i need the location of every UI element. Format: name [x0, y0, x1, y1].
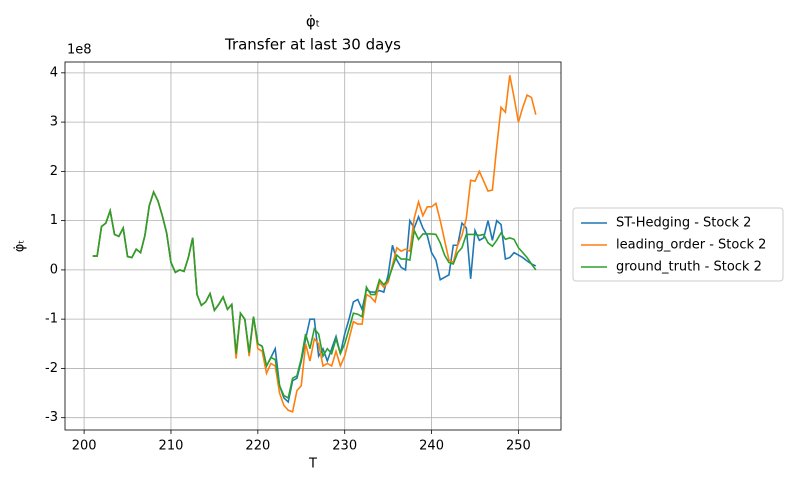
x-tick-label: 200 — [72, 439, 97, 454]
line-series — [92, 75, 537, 413]
y-offset-label: 1e8 — [67, 43, 92, 58]
x-tick-label: 250 — [506, 439, 531, 454]
x-axis-label: T — [308, 457, 317, 472]
legend-label: leading_order - Stock 2 — [616, 238, 766, 253]
legend-box — [572, 207, 784, 282]
chart-title: φ̇ₜ — [306, 13, 320, 31]
y-tick-label: 0 — [50, 262, 58, 277]
plot-frame — [64, 61, 562, 431]
y-tick-label: -1 — [45, 312, 58, 327]
legend-label: ST-Hedging - Stock 2 — [616, 216, 751, 231]
y-tick-label: 3 — [50, 115, 58, 130]
y-tick-label: 2 — [50, 164, 58, 179]
x-tick-label: 220 — [245, 439, 270, 454]
y-axis-label: φ̇ₜ — [13, 240, 28, 253]
y-tick-label: -3 — [45, 410, 58, 425]
line-series — [92, 189, 537, 400]
x-tick-label: 230 — [332, 439, 357, 454]
chart-subtitle: Transfer at last 30 days — [224, 36, 401, 54]
legend-label: ground_truth - Stock 2 — [616, 260, 762, 275]
line-series — [92, 189, 537, 404]
y-tick-label: 1 — [50, 213, 58, 228]
x-tick-label: 210 — [159, 439, 184, 454]
y-tick-label: 4 — [50, 65, 58, 80]
y-tick-label: -2 — [45, 361, 58, 376]
x-tick-label: 240 — [419, 439, 444, 454]
